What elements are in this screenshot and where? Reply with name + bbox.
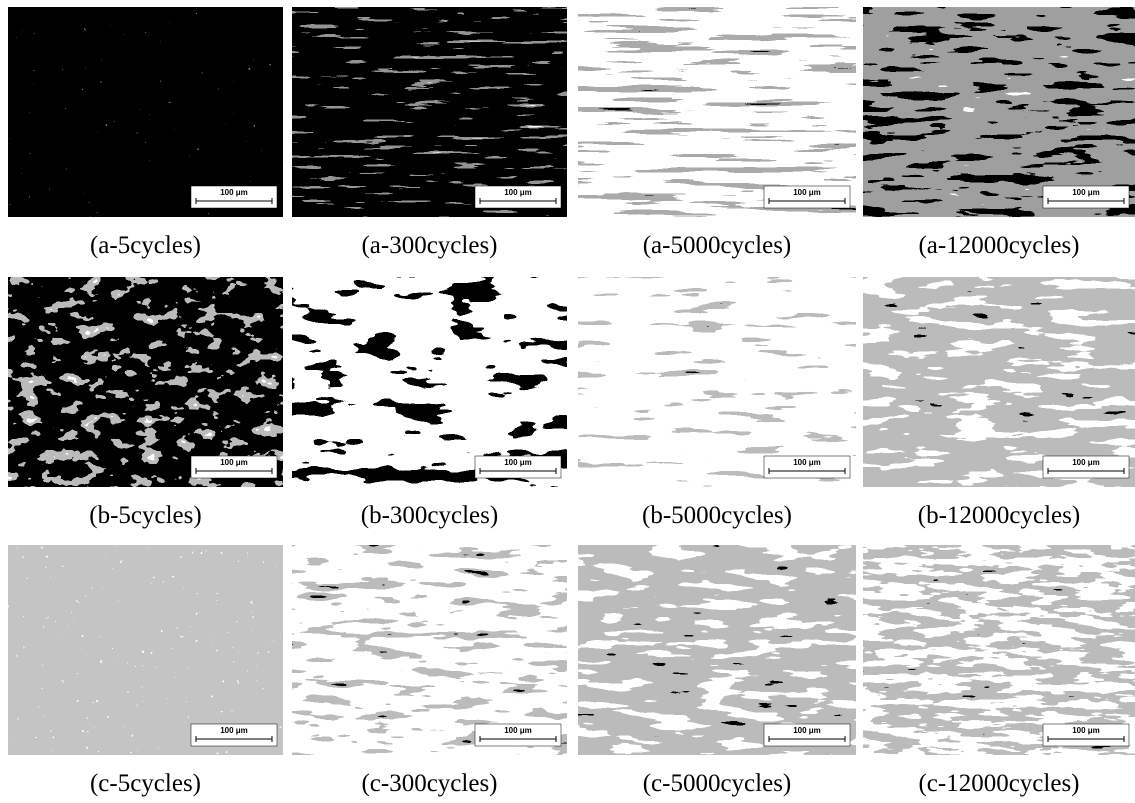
caption: (c-12000cycles)	[918, 770, 1079, 797]
panel: 100 μm (c-12000cycles)	[863, 545, 1135, 797]
micrograph	[863, 545, 1135, 755]
caption: (b-12000cycles)	[918, 502, 1080, 529]
micrograph	[863, 277, 1135, 487]
scale-bar-label: 100 μm	[1072, 188, 1100, 197]
micrograph	[8, 7, 283, 217]
caption: (c-300cycles)	[361, 770, 497, 797]
scale-bar-label: 100 μm	[793, 726, 821, 735]
micrograph	[292, 545, 567, 755]
panel: 100 μm (c-300cycles)	[292, 545, 567, 797]
panel: 100 μm (a-5000cycles)	[578, 7, 856, 259]
panel: 100 μm (c-5000cycles)	[578, 545, 856, 797]
caption: (a-5cycles)	[90, 232, 201, 259]
caption: (b-300cycles)	[361, 502, 498, 529]
caption: (a-300cycles)	[361, 232, 497, 259]
caption: (c-5000cycles)	[643, 770, 792, 797]
panel: 100 μm (b-300cycles)	[292, 277, 567, 529]
micrograph	[578, 277, 856, 487]
panel: 100 μm (a-300cycles)	[292, 7, 567, 259]
micrograph	[8, 545, 283, 755]
panel: 100 μm (b-5cycles)	[8, 277, 283, 529]
scale-bar-label: 100 μm	[504, 188, 532, 197]
scale-bar-label: 100 μm	[220, 726, 248, 735]
scale-bar-label: 100 μm	[504, 458, 532, 467]
scale-bar-label: 100 μm	[793, 458, 821, 467]
caption: (a-12000cycles)	[918, 232, 1079, 259]
scale-bar-label: 100 μm	[793, 188, 821, 197]
scale-bar-label: 100 μm	[220, 188, 248, 197]
figure: 100 μm(a-5cycles)100 μm(a-300cycles)100 …	[0, 0, 1135, 803]
panel: 100 μm (a-5cycles)	[8, 7, 283, 259]
scale-bar-label: 100 μm	[504, 726, 532, 735]
caption: (b-5000cycles)	[642, 502, 792, 529]
micrograph	[578, 545, 856, 755]
panel: 100 μm (b-5000cycles)	[578, 277, 856, 529]
micrograph	[8, 277, 283, 487]
scale-bar-label: 100 μm	[1072, 458, 1100, 467]
caption: (a-5000cycles)	[643, 232, 792, 259]
micrograph	[292, 277, 567, 487]
panel: 100 μm (c-5cycles)	[8, 545, 283, 797]
micrograph	[863, 7, 1135, 217]
caption: (c-5cycles)	[90, 770, 201, 797]
scale-bar-label: 100 μm	[1072, 726, 1100, 735]
caption: (b-5cycles)	[89, 502, 201, 529]
panel: 100 μm (b-12000cycles)	[863, 277, 1135, 529]
panel: 100 μm (a-12000cycles)	[863, 7, 1135, 259]
micrograph	[578, 7, 856, 217]
scale-bar-label: 100 μm	[220, 458, 248, 467]
micrograph	[292, 7, 567, 217]
